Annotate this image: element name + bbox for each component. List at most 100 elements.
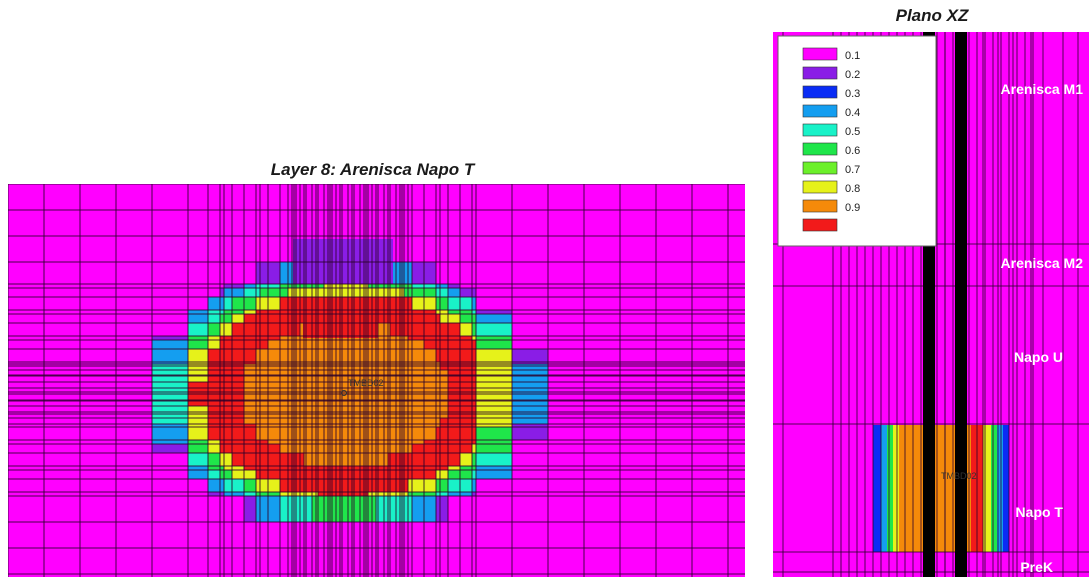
map-cell — [448, 297, 460, 310]
map-cell — [296, 288, 300, 297]
map-cell — [312, 392, 316, 394]
map-cell — [220, 297, 224, 310]
map-cell — [360, 364, 364, 366]
map-cell — [376, 376, 378, 382]
map-cell — [412, 323, 424, 336]
map-cell — [404, 310, 408, 314]
map-cell — [460, 418, 472, 424]
map-cell — [268, 364, 280, 366]
map-cell — [188, 424, 208, 427]
map-cell — [330, 376, 332, 382]
map-cell — [376, 340, 378, 349]
map-cell — [354, 370, 360, 375]
map-cell — [368, 366, 372, 370]
map-cell — [366, 427, 368, 440]
map-cell — [348, 349, 352, 362]
map-cell — [340, 440, 342, 444]
map-cell — [378, 427, 384, 440]
map-cell — [332, 412, 336, 414]
map-cell — [294, 418, 296, 424]
map-cell — [220, 444, 224, 453]
map-cell — [232, 418, 244, 424]
map-cell — [312, 394, 316, 400]
map-cell — [260, 364, 268, 366]
map-cell — [384, 288, 388, 297]
map-cell — [292, 382, 294, 388]
map-cell — [472, 349, 476, 362]
map-cell — [340, 479, 342, 492]
map-cell — [288, 366, 292, 370]
map-cell — [336, 288, 340, 297]
map-cell — [340, 444, 342, 453]
map-cell — [300, 288, 304, 297]
map-cell — [288, 496, 292, 522]
map-cell — [378, 370, 384, 375]
map-cell — [390, 349, 396, 362]
map-cell — [354, 440, 360, 444]
map-cell — [152, 392, 188, 394]
map-cell — [300, 453, 304, 466]
map-cell — [352, 440, 354, 444]
map-cell — [244, 362, 256, 364]
map-cell — [244, 424, 256, 427]
map-cell — [328, 388, 330, 392]
map-cell — [340, 362, 342, 364]
map-cell — [360, 412, 364, 414]
map-cell — [366, 362, 368, 364]
map-cell — [316, 366, 318, 370]
map-cell — [220, 440, 224, 444]
map-cell — [268, 336, 280, 340]
map-cell — [364, 427, 366, 440]
map-cell — [388, 382, 390, 388]
map-cell — [330, 284, 332, 288]
map-cell — [378, 362, 384, 364]
map-cell — [244, 310, 256, 314]
map-cell — [306, 440, 312, 444]
map-cell — [256, 440, 260, 444]
map-cell — [342, 470, 348, 479]
map-cell — [220, 427, 224, 440]
map-cell — [388, 376, 390, 382]
map-cell — [352, 284, 354, 288]
map-cell — [368, 492, 372, 496]
map-cell — [256, 284, 260, 288]
map-cell — [244, 336, 256, 340]
legend-label: 0.6 — [845, 145, 860, 157]
map-cell — [360, 440, 364, 444]
map-cell — [342, 297, 348, 310]
map-cell — [436, 336, 440, 340]
map-cell — [330, 310, 332, 314]
map-cell — [332, 427, 336, 440]
map-cell — [440, 310, 448, 314]
map-cell — [342, 382, 348, 388]
map-cell — [440, 394, 448, 400]
map-cell — [324, 297, 328, 310]
map-cell — [384, 427, 388, 440]
map-cell — [288, 362, 292, 364]
map-cell — [378, 418, 384, 424]
map-cell — [364, 466, 366, 470]
map-cell — [448, 376, 460, 382]
map-cell — [268, 440, 280, 444]
map-cell — [224, 388, 232, 392]
map-cell — [352, 362, 354, 364]
map-cell — [354, 310, 360, 314]
map-cell — [424, 444, 436, 453]
map-cell — [332, 406, 336, 412]
map-cell — [316, 388, 318, 392]
map-cell — [408, 453, 412, 466]
map-cell — [152, 424, 188, 427]
map-cell — [400, 288, 402, 297]
map-cell — [256, 310, 260, 314]
map-cell — [404, 314, 408, 323]
map-cell — [376, 479, 378, 492]
map-cell — [152, 440, 188, 444]
map-cell — [368, 440, 372, 444]
map-cell — [388, 288, 390, 297]
map-cell — [288, 382, 292, 388]
map-cell — [368, 414, 372, 418]
map-cell — [336, 364, 340, 366]
map-cell — [476, 424, 512, 427]
map-cell — [318, 284, 324, 288]
map-cell — [232, 394, 244, 400]
